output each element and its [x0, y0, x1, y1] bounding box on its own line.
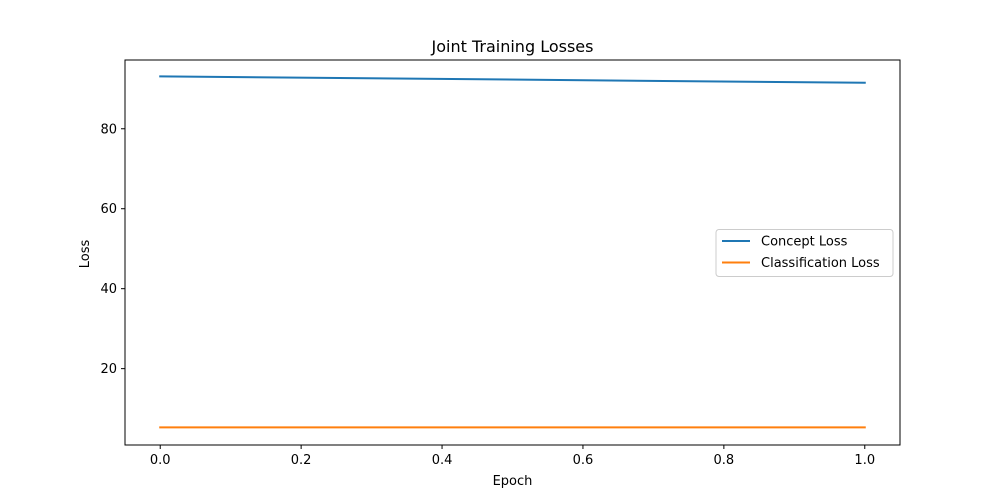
- y-tick-label: 80: [100, 122, 117, 137]
- x-axis-label: Epoch: [493, 474, 533, 489]
- plot-area: [124, 59, 901, 446]
- x-axis: 0.0 0.2 0.4 0.6 0.8 1.0: [150, 445, 875, 468]
- x-tick-label: 0.2: [291, 453, 312, 468]
- y-axis-label: Loss: [78, 240, 93, 269]
- y-tick-label: 60: [100, 202, 117, 217]
- y-tick-label: 20: [100, 362, 117, 377]
- legend-label-classification-loss: Classification Loss: [761, 256, 880, 271]
- plot-frame: [124, 59, 901, 446]
- chart-title: Joint Training Losses: [431, 37, 594, 56]
- x-tick-label: 0.8: [714, 453, 735, 468]
- y-axis: 20 40 60 80: [100, 122, 125, 377]
- series-line-concept-loss: [159, 75, 866, 84]
- x-tick-label: 0.0: [150, 453, 171, 468]
- x-tick-label: 0.4: [432, 453, 453, 468]
- legend-box: [715, 229, 894, 277]
- legend-label-concept-loss: Concept Loss: [761, 235, 848, 250]
- series-lines: [159, 75, 866, 429]
- y-tick-label: 40: [100, 282, 117, 297]
- x-tick-label: 1.0: [854, 453, 875, 468]
- x-tick-label: 0.6: [573, 453, 594, 468]
- legend: Concept Loss Classification Loss: [715, 229, 894, 277]
